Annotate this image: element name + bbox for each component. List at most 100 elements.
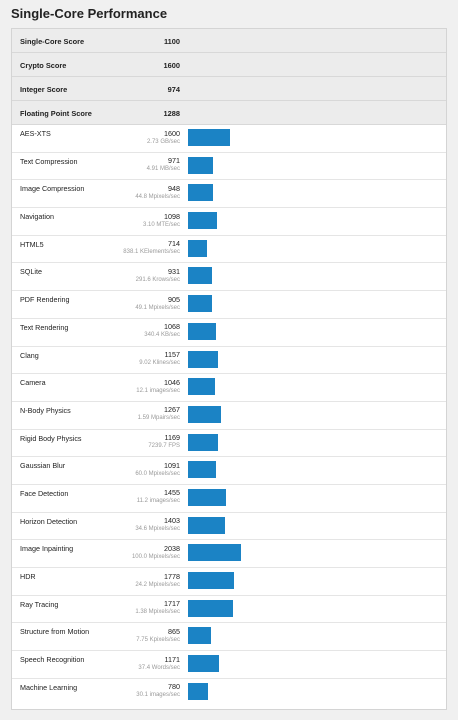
benchmark-row: Text Rendering 1068 340.4 KB/sec	[12, 319, 446, 347]
benchmark-row: PDF Rendering 905 49.1 Mpixels/sec	[12, 291, 446, 319]
benchmark-name: Navigation	[20, 212, 54, 222]
benchmark-row: AES-XTS 1600 2.73 GB/sec	[12, 125, 446, 153]
benchmark-score: 931	[168, 266, 180, 276]
page-title: Single-Core Performance	[11, 6, 168, 21]
score-bar	[188, 378, 216, 396]
benchmark-row: Camera 1046 12.1 images/sec	[12, 374, 446, 402]
benchmark-name: Ray Tracing	[20, 599, 59, 609]
benchmark-name: Clang	[20, 350, 39, 360]
benchmark-row: SQLite 931 291.6 Krows/sec	[12, 263, 446, 292]
score-bar	[188, 516, 225, 534]
benchmark-throughput: 24.2 Mpixels/sec	[135, 581, 180, 588]
benchmark-name: N-Body Physics	[20, 405, 71, 415]
score-bar	[188, 295, 212, 313]
summary-label: Integer Score	[20, 84, 68, 94]
benchmark-score: 971	[168, 156, 180, 166]
summary-row: Single-Core Score 1100	[12, 29, 446, 53]
benchmark-score: 905	[168, 294, 180, 304]
benchmark-score: 1169	[164, 433, 180, 443]
score-bar	[188, 544, 241, 562]
score-bar	[188, 239, 207, 257]
benchmark-throughput: 44.8 Mpixels/sec	[135, 193, 180, 200]
benchmark-score: 1600	[164, 128, 180, 138]
benchmark-name: Gaussian Blur	[20, 461, 66, 471]
benchmark-row: Ray Tracing 1717 1.38 Mpixels/sec	[12, 596, 446, 624]
benchmark-score: 1403	[164, 516, 180, 526]
score-bar	[188, 682, 209, 700]
results-panel: Single-Core Score 1100 Crypto Score 1600 Int…	[11, 28, 447, 710]
benchmark-score: 865	[168, 626, 180, 636]
benchmark-name: PDF Rendering	[20, 295, 70, 305]
summary-label: Floating Point Score	[20, 108, 92, 118]
benchmark-throughput: 838.1 KElements/sec	[123, 249, 180, 256]
benchmark-row: Structure from Motion 865 7.75 Kpixels/sec	[12, 623, 446, 652]
benchmark-name: Image Inpainting	[20, 544, 74, 554]
benchmark-throughput: 340.4 KB/sec	[144, 332, 180, 339]
benchmark-score: 1778	[164, 571, 180, 581]
benchmark-score: 1267	[164, 405, 180, 415]
score-bar	[188, 350, 219, 368]
benchmark-name: HTML5	[20, 239, 44, 249]
benchmark-row: N-Body Physics 1267 1.59 Mpairs/sec	[12, 402, 446, 430]
benchmark-name: Machine Learning	[20, 682, 78, 692]
benchmark-row: Speech Recognition 1171 37.4 Words/sec	[12, 651, 446, 679]
benchmark-throughput: 9.02 Klines/sec	[139, 360, 180, 366]
benchmark-name: Camera	[20, 378, 46, 388]
score-bar	[188, 627, 211, 645]
benchmark-name: Rigid Body Physics	[20, 433, 82, 443]
score-bar	[188, 433, 219, 451]
benchmark-score: 1046	[164, 377, 180, 387]
score-bar	[188, 322, 216, 340]
score-bar	[188, 488, 226, 506]
benchmark-score: 780	[168, 682, 180, 692]
benchmark-throughput: 34.6 Mpixels/sec	[135, 526, 180, 533]
benchmark-throughput: 11.2 images/sec	[136, 498, 180, 505]
benchmark-score: 714	[168, 239, 180, 249]
summary-value: 1288	[163, 108, 180, 118]
benchmark-row: Image Inpainting 2038 100.0 Mpixels/sec	[12, 540, 446, 568]
benchmark-throughput: 7239.7 FPS	[148, 443, 180, 450]
score-bar	[188, 267, 213, 285]
score-bar	[188, 212, 217, 230]
benchmark-row: HDR 1778 24.2 Mpixels/sec	[12, 568, 446, 596]
benchmark-row: Gaussian Blur 1091 60.0 Mpixels/sec	[12, 457, 446, 485]
summary-row: Integer Score 974	[12, 77, 446, 101]
benchmark-name: Text Rendering	[20, 322, 69, 332]
benchmark-throughput: 12.1 images/sec	[136, 387, 180, 394]
benchmark-name: Text Compression	[20, 156, 78, 166]
benchmark-throughput: 1.59 Mpairs/sec	[137, 415, 180, 422]
score-bar	[188, 184, 213, 202]
benchmark-row: Rigid Body Physics 1169 7239.7 FPS	[12, 430, 446, 458]
summary-value: 974	[167, 84, 180, 94]
benchmark-score: 2038	[164, 543, 180, 553]
benchmark-name: SQLite	[20, 267, 42, 277]
summary-row: Crypto Score 1600	[12, 53, 446, 77]
benchmark-score: 948	[168, 183, 180, 193]
benchmark-throughput: 2.73 GB/sec	[146, 138, 180, 145]
score-bar	[188, 572, 235, 589]
score-bar	[188, 655, 219, 673]
summary-table: Single-Core Score 1100 Crypto Score 1600 Int…	[12, 29, 446, 125]
benchmark-throughput: 37.4 Words/sec	[138, 664, 180, 671]
benchmark-row: Image Compression 948 44.8 Mpixels/sec	[12, 180, 446, 209]
benchmark-score: 1455	[164, 488, 180, 498]
benchmark-score: 1091	[164, 460, 180, 470]
benchmark-throughput: 49.1 Mpixels/sec	[135, 304, 180, 311]
benchmark-name: Face Detection	[20, 488, 69, 498]
benchmark-score: 1157	[164, 350, 180, 359]
benchmark-throughput: 4.91 MB/sec	[146, 166, 180, 173]
benchmark-throughput: 7.75 Kpixels/sec	[136, 636, 180, 643]
benchmark-row: HTML5 714 838.1 KElements/sec	[12, 236, 446, 264]
benchmark-name: Structure from Motion	[20, 627, 90, 637]
benchmark-score: 1717	[164, 599, 180, 609]
benchmark-throughput: 30.1 images/sec	[136, 692, 180, 699]
score-bar	[188, 129, 230, 146]
benchmark-throughput: 100.0 Mpixels/sec	[131, 553, 180, 560]
benchmark-row: Navigation 1098 3.10 MTE/sec	[12, 208, 446, 236]
summary-value: 1600	[163, 60, 180, 70]
benchmark-name: Horizon Detection	[20, 516, 78, 526]
benchmark-score: 1098	[164, 211, 180, 221]
benchmark-name: AES-XTS	[20, 129, 51, 138]
benchmark-row: Text Compression 971 4.91 MB/sec	[12, 153, 446, 181]
